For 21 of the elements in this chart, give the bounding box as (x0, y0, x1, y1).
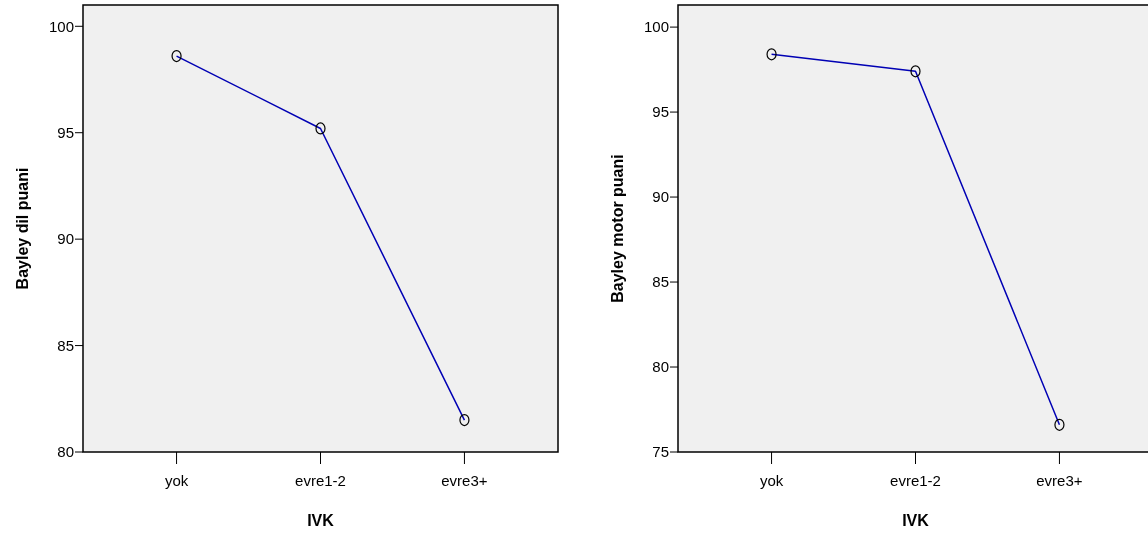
x-tick-label: evre3+ (1036, 472, 1083, 489)
y-tick-label: 95 (57, 123, 74, 141)
x-tick-label: yok (759, 472, 784, 489)
x-tick-label: evre1-2 (890, 472, 941, 489)
y-tick-label: 95 (652, 103, 669, 121)
x-tick-label: evre3+ (441, 472, 488, 489)
y-tick-label: 100 (48, 17, 74, 35)
y-tick-label: 90 (57, 230, 74, 248)
x-axis-title: IVK (902, 512, 930, 529)
y-tick-label: 75 (652, 443, 669, 461)
y-tick-label: 80 (652, 358, 669, 376)
x-axis-title: IVK (307, 512, 335, 529)
y-tick-label: 100 (643, 18, 669, 36)
x-tick-label: evre1-2 (295, 472, 346, 489)
y-tick-label: 85 (652, 273, 669, 291)
x-tick-label: yok (164, 472, 189, 489)
y-tick-label: 85 (57, 336, 74, 354)
y-tick-label: 90 (652, 188, 669, 206)
y-axis-title: Bayley dil puani (14, 167, 31, 290)
y-axis-title: Bayley motor puani (609, 154, 626, 303)
y-tick-label: 80 (57, 443, 74, 461)
